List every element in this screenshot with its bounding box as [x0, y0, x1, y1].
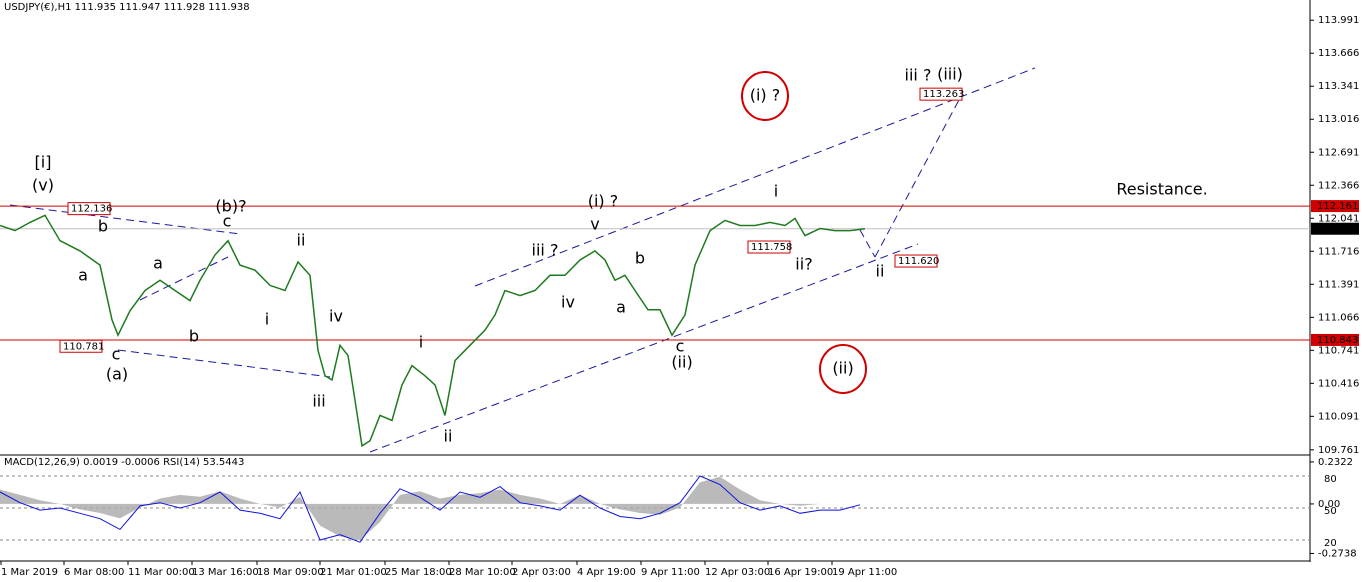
y-tick-label: 113.991	[1318, 15, 1359, 26]
wave-label: iii	[312, 392, 325, 411]
price-label: 111.620	[898, 256, 939, 267]
wave-label: [i]	[35, 153, 52, 172]
x-tick-label: 12 Apr 03:00	[705, 567, 770, 578]
price-label-box	[894, 254, 938, 268]
wave-label: (i) ?	[750, 86, 781, 105]
price-line	[0, 214, 866, 448]
level-label: 112.161	[1317, 201, 1358, 212]
indicator-title: MACD(12,26,9) 0.0019 -0.0006 RSI(14) 53.…	[4, 457, 244, 468]
y-tick-label: 112.691	[1318, 147, 1359, 158]
wave-label: i	[774, 182, 778, 201]
level-box	[1311, 333, 1359, 346]
last-price-label: 111.938	[1317, 224, 1358, 235]
wave-label: (iii)	[937, 65, 963, 84]
rsi-line	[0, 475, 861, 543]
level-label: 110.843	[1317, 335, 1358, 346]
wave-label: c	[112, 345, 121, 364]
wave-label: b	[98, 217, 108, 236]
wave-label: i	[265, 310, 269, 329]
x-tick-label: 18 Mar 09:00	[257, 567, 324, 578]
wave-label: iii ?	[905, 66, 932, 85]
price-label: 110.781	[63, 341, 104, 352]
wave-label: ii	[297, 231, 306, 250]
wave-label: (b)?	[215, 197, 246, 216]
wave-label: iii ?	[532, 241, 559, 260]
wave-label: ii?	[795, 255, 812, 274]
x-tick-label: 1 Mar 2019	[1, 567, 58, 578]
x-tick-label: 28 Mar 10:00	[449, 567, 516, 578]
y-tick-label: 110.741	[1318, 345, 1359, 356]
y-tick-label: 20	[1324, 538, 1337, 549]
x-tick-label: 21 Mar 01:00	[320, 567, 387, 578]
wave-label: a	[153, 254, 163, 273]
y-tick-label: 112.041	[1318, 213, 1359, 224]
price-label: 111.758	[751, 242, 792, 253]
price-label-box	[747, 240, 791, 254]
x-tick-label: 4 Apr 19:00	[577, 567, 636, 578]
y-tick-label: 113.341	[1318, 81, 1359, 92]
y2-tick-label: -0.2738	[1318, 548, 1357, 559]
level-box	[1311, 200, 1359, 213]
trend-lines	[9, 67, 1036, 453]
x-tick-label: 2 Apr 03:00	[512, 567, 571, 578]
wave-label: (ii)	[671, 353, 692, 372]
y-tick-label: 80	[1324, 474, 1337, 485]
wave-label: ii	[876, 262, 885, 281]
y-tick-label: 50	[1324, 506, 1337, 517]
wave-circle	[819, 344, 867, 394]
last-price-box	[1311, 222, 1359, 235]
price-label-box	[59, 339, 103, 353]
y-tick-label: 113.666	[1318, 48, 1359, 59]
y-tick-label: 111.391	[1318, 279, 1359, 290]
x-tick-label: 9 Apr 11:00	[641, 567, 700, 578]
wave-label: iv	[329, 307, 343, 326]
wave-label: (v)	[32, 176, 54, 195]
wave-label: ii	[444, 427, 453, 446]
wave-label: v	[590, 215, 599, 234]
x-tick-label: 25 Mar 18:00	[385, 567, 452, 578]
y-tick-label: 113.016	[1318, 114, 1359, 125]
x-tick-label: 13 Mar 16:00	[192, 567, 259, 578]
wave-label: a	[78, 266, 88, 285]
wave-label: (a)	[106, 365, 128, 384]
price-label: 112.136	[71, 204, 112, 215]
wave-label: Resistance.	[1116, 180, 1207, 199]
price-label: 113.263	[923, 89, 964, 100]
x-tick-label: 16 Apr 19:00	[768, 567, 833, 578]
price-label-box	[919, 87, 963, 101]
x-tick-label: 11 Mar 00:00	[128, 567, 195, 578]
y-tick-label: 109.761	[1318, 445, 1359, 456]
wave-label: b	[189, 327, 199, 346]
x-tick-label: 19 Apr 11:00	[832, 567, 897, 578]
wave-label: i	[419, 333, 423, 352]
wave-label: a	[616, 298, 626, 317]
chart-title: USDJPY(€),H1 111.935 111.947 111.928 111…	[4, 2, 250, 13]
wave-label: iv	[561, 293, 575, 312]
y-tick-label: 111.066	[1318, 312, 1359, 323]
x-tick-label: 6 Mar 08:00	[64, 567, 124, 578]
wave-circle	[741, 71, 789, 121]
y2-tick-label: 0.2322	[1318, 457, 1353, 468]
y-tick-label: 110.091	[1318, 411, 1359, 422]
price-label-box	[67, 202, 111, 216]
y2-tick-label: 0.00	[1318, 499, 1340, 510]
y-tick-label: 112.366	[1318, 180, 1359, 191]
wave-label: b	[635, 249, 645, 268]
wave-label: (i) ?	[588, 192, 619, 211]
wave-label: (ii)	[832, 359, 853, 378]
wave-label: c	[676, 337, 685, 356]
y-tick-label: 111.716	[1318, 246, 1359, 257]
wave-label: c	[223, 212, 232, 231]
y-tick-label: 110.416	[1318, 378, 1359, 389]
